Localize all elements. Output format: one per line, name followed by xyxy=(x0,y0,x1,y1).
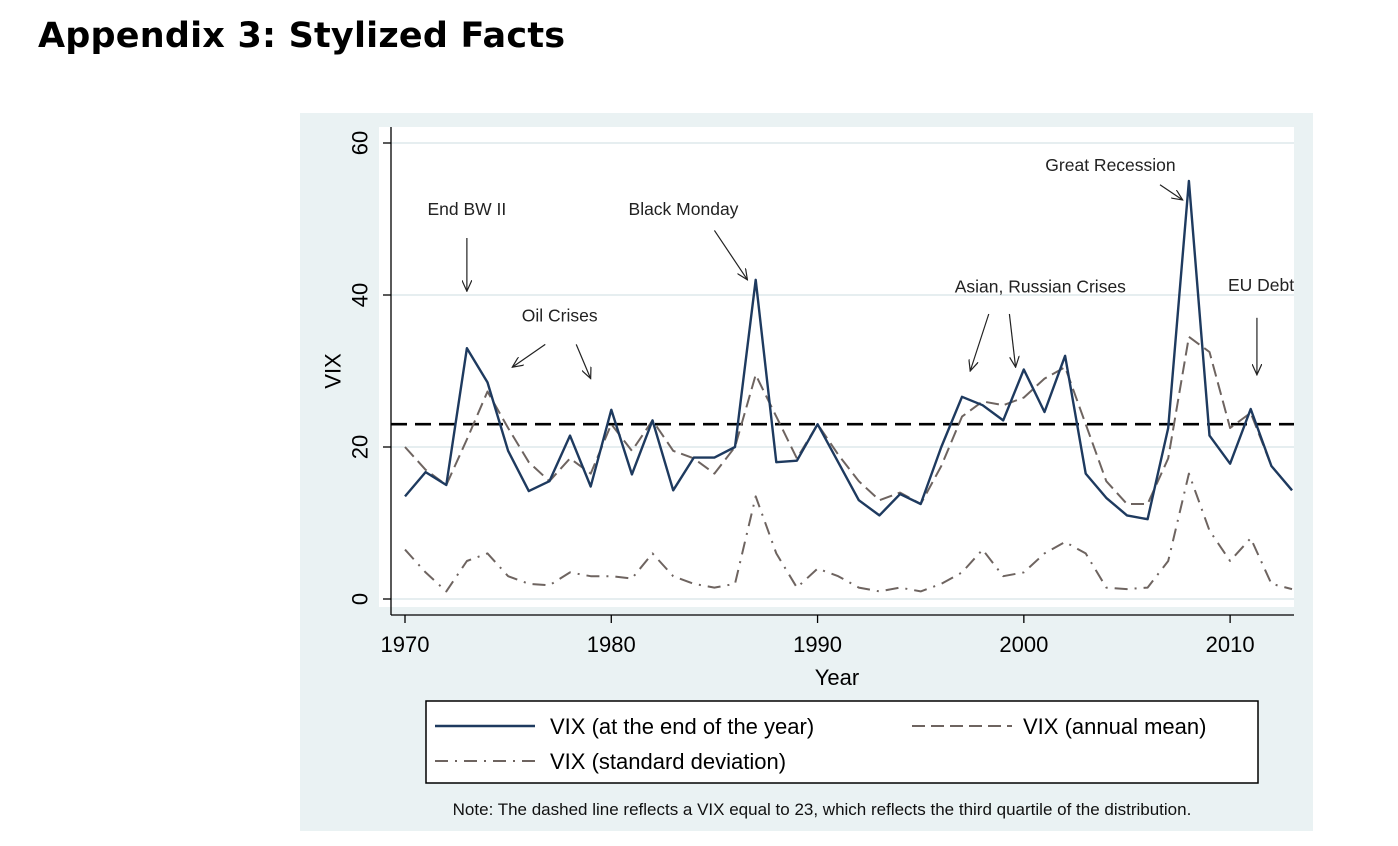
x-tick-label: 1970 xyxy=(381,632,430,657)
legend-box xyxy=(425,700,1259,784)
y-tick-label: 60 xyxy=(348,131,373,155)
annotation-arrow xyxy=(713,230,747,279)
series-lines xyxy=(391,179,1294,593)
series-line-std-dev xyxy=(404,472,1293,593)
y-tick-label: 40 xyxy=(348,283,373,307)
y-tick-label: 20 xyxy=(348,435,373,459)
x-tick-label: 1980 xyxy=(587,632,636,657)
figure-panel: 0 20 40 60 1970 1980 1990 2000 2010 Year VIX End B… xyxy=(300,113,1313,831)
annotation-label: End BW II xyxy=(427,199,506,219)
series-line-end-of-year xyxy=(404,179,1293,521)
x-tick-label: 1990 xyxy=(793,632,842,657)
legend-label: VIX (annual mean) xyxy=(1023,714,1206,739)
legend-label: VIX (at the end of the year) xyxy=(550,714,814,739)
grid-lines xyxy=(391,142,1294,600)
page-heading: Appendix 3: Stylized Facts xyxy=(38,16,566,56)
annotation-arrow xyxy=(1008,313,1015,367)
vix-line-chart: 0 20 40 60 1970 1980 1990 2000 2010 Year VIX End B… xyxy=(300,113,1313,831)
annotation-arrow xyxy=(1159,184,1183,200)
y-axis-title: VIX xyxy=(321,353,346,389)
annotation-arrow xyxy=(575,344,590,378)
annotation-label: Black Monday xyxy=(629,199,739,219)
legend: VIX (at the end of the year) VIX (annual … xyxy=(425,700,1259,784)
chart-note: Note: The dashed line reflects a VIX equ… xyxy=(453,800,1192,819)
x-tick-label: 2010 xyxy=(1206,632,1255,657)
annotation-label: Asian, Russian Crises xyxy=(955,277,1126,297)
annotation-label: Great Recession xyxy=(1045,155,1175,175)
x-tick-label: 2000 xyxy=(999,632,1048,657)
axes: 0 20 40 60 1970 1980 1990 2000 2010 Year VIX xyxy=(321,127,1294,690)
annotation-arrow xyxy=(970,313,990,371)
plot-area xyxy=(379,127,1294,607)
annotation-arrow xyxy=(512,343,546,367)
series-line-annual-mean xyxy=(404,335,1293,505)
annotation-label: Oil Crises xyxy=(522,306,598,326)
y-tick-label: 0 xyxy=(348,593,373,605)
annotation-label: EU Debt xyxy=(1228,275,1294,295)
legend-label: VIX (standard deviation) xyxy=(550,749,786,774)
x-axis-title: Year xyxy=(815,665,859,690)
annotations: End BW II Oil Crises Black Monday Asian, Ru… xyxy=(427,155,1294,378)
